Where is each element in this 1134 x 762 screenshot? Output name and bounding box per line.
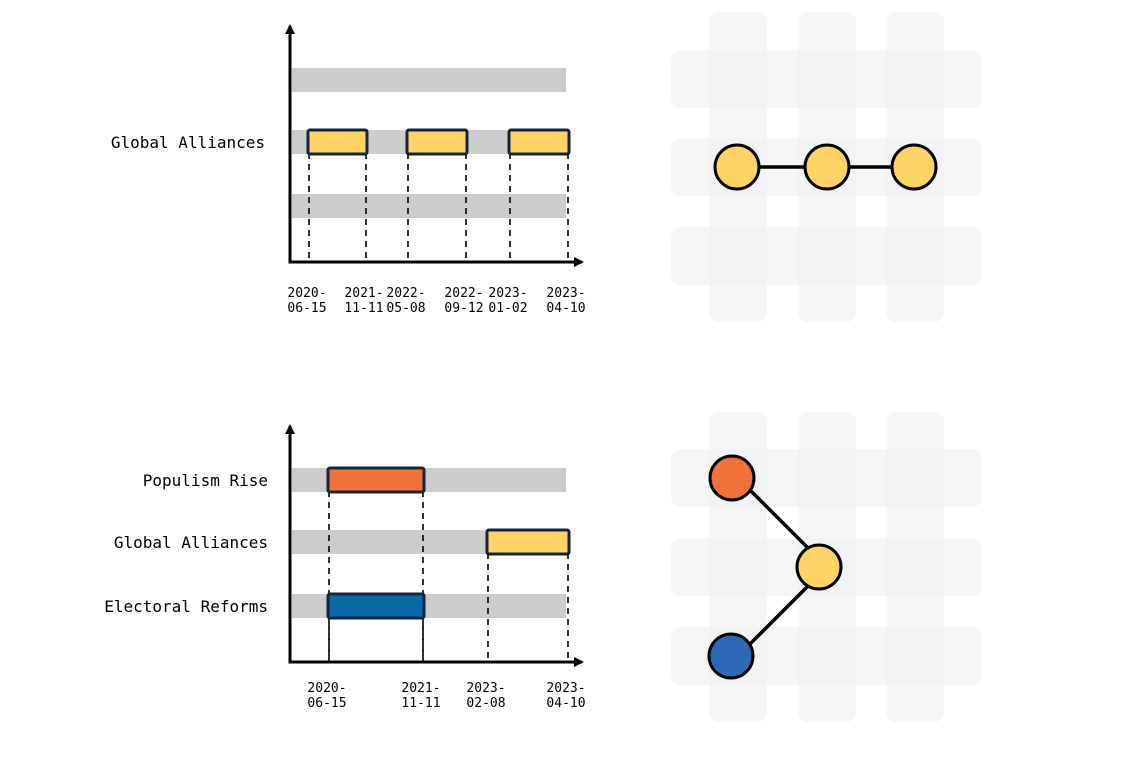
timeline-bar-electoral-reforms: [326, 592, 426, 620]
node-graph-top: [671, 12, 982, 322]
graph-node-electoral: [707, 632, 755, 680]
graph-node-c: [890, 143, 938, 191]
tick-label: 2022-: [444, 286, 483, 301]
tick-label: 09-12: [444, 301, 483, 316]
tick-label: 11-11: [344, 301, 383, 316]
tick-label: 06-15: [287, 301, 326, 316]
node-graph-bottom: [671, 412, 982, 722]
timeline-bar-global-alliances: [507, 128, 571, 156]
graph-node-b: [803, 143, 851, 191]
tick-label: 02-08: [466, 696, 505, 711]
tick-label: 2020-: [287, 286, 326, 301]
timeline-bar-global-alliances: [405, 128, 469, 156]
row-label-electoral-reforms: Electoral Reforms: [104, 597, 268, 616]
row-label-populism-rise: Populism Rise: [143, 471, 268, 490]
tick-label: 2023-: [466, 681, 505, 696]
tick-label: 2023-: [546, 681, 585, 696]
timeline-bar-global-alliances: [485, 528, 571, 556]
timeline-bar-global-alliances: [306, 128, 369, 156]
graph-node-alliances: [795, 543, 843, 591]
tick-label: 11-11: [401, 696, 440, 711]
graph-node-a: [713, 143, 761, 191]
timeline-chart-top: Global Alliances2020-06-152021-11-112022…: [111, 24, 586, 316]
tick-label: 04-10: [546, 696, 585, 711]
tick-label: 2020-: [307, 681, 346, 696]
tick-label: 2023-: [546, 286, 585, 301]
grid-column-band: [886, 412, 944, 722]
tick-label: 04-10: [546, 301, 585, 316]
row-track-row-2: [292, 194, 566, 218]
row-label-global-alliances: Global Alliances: [111, 133, 265, 152]
timeline-bar-populism-rise: [326, 466, 426, 494]
tick-label: 06-15: [307, 696, 346, 711]
row-label-global-alliances: Global Alliances: [114, 533, 268, 552]
tick-label: 2022-: [386, 286, 425, 301]
tick-label: 01-02: [488, 301, 527, 316]
graph-node-populism: [708, 454, 756, 502]
timeline-chart-bottom: Populism Rise Global Alliances Electoral R…: [104, 424, 586, 711]
tick-label: 05-08: [386, 301, 425, 316]
tick-label: 2021-: [401, 681, 440, 696]
tick-label: 2021-: [344, 286, 383, 301]
tick-label: 2023-: [488, 286, 527, 301]
row-track-row-0: [292, 68, 566, 92]
